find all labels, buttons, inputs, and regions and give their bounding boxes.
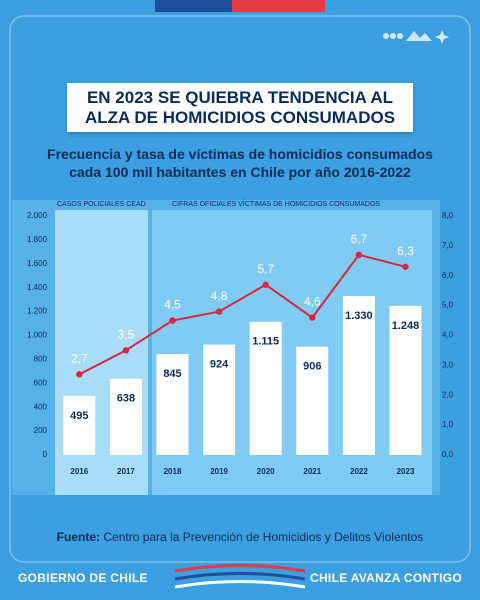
x-tick-label: 2023	[397, 467, 415, 476]
y2-tick-label: 0,0	[442, 450, 454, 459]
bar	[63, 395, 96, 455]
y-tick-label: 0	[43, 450, 48, 459]
x-tick-label: 2016	[70, 467, 88, 476]
line-label: 6,7	[351, 232, 368, 246]
bar	[109, 378, 142, 455]
line-label: 4,6	[304, 295, 321, 309]
footer-right: CHILE AVANZA CONTIGO	[310, 571, 462, 585]
line-point	[215, 308, 223, 315]
footer-logo	[174, 564, 306, 589]
footer-left: GOBIERNO DE CHILE	[18, 571, 148, 585]
bar	[156, 354, 189, 455]
bar-label: 1.115	[252, 336, 279, 348]
x-tick-label: 2017	[117, 467, 135, 476]
y2-tick-label: 3,0	[442, 360, 454, 369]
flag-red	[232, 0, 325, 12]
x-tick-label: 2022	[350, 467, 368, 476]
y-tick-label: 1.000	[27, 331, 48, 340]
flag-blue	[155, 0, 232, 12]
line-label: 2,7	[71, 352, 88, 366]
y2-tick-label: 6,0	[442, 271, 454, 280]
line	[78, 253, 406, 376]
bar-label: 1.248	[392, 320, 420, 332]
line-point	[355, 251, 363, 259]
bar-label: 906	[303, 361, 321, 373]
source-text: Centro para la Prevención de Homicidios …	[103, 530, 424, 544]
line-label: 3,5	[118, 328, 135, 342]
line-label: 4,5	[164, 298, 181, 312]
section-panel	[152, 210, 432, 495]
x-tick-label: 2020	[257, 467, 275, 476]
brand-icon	[383, 30, 449, 44]
chart-title: EN 2023 SE QUIEBRA TENDENCIA AL ALZA DE …	[67, 83, 413, 132]
y-tick-label: 200	[34, 426, 48, 435]
bar-label: 924	[210, 358, 229, 370]
y-tick-label: 2.000	[27, 211, 48, 220]
line-point	[122, 347, 130, 354]
line-point	[169, 317, 176, 324]
line-label: 4,8	[211, 289, 228, 303]
bar	[389, 305, 422, 455]
y2-tick-label: 4,0	[442, 331, 454, 340]
y-tick-label: 1.400	[27, 283, 48, 292]
line-point	[309, 314, 316, 321]
section-label: CASOS POLICIALES CEAD	[57, 201, 146, 208]
line-point	[402, 263, 409, 270]
line-label: 5,7	[257, 262, 274, 276]
y-tick-label: 1.600	[27, 259, 48, 268]
y-tick-label: 400	[34, 402, 48, 411]
section-label: CIFRAS OFICIALES VÍCTIMAS DE HOMICIDIOS …	[172, 199, 380, 208]
bar-label: 845	[163, 368, 181, 380]
bar	[342, 296, 375, 455]
source: Fuente: Centro para la Prevención de Hom…	[0, 530, 480, 544]
bar	[203, 344, 236, 455]
x-tick-label: 2019	[210, 467, 228, 476]
y-tick-label: 1.800	[27, 235, 48, 244]
y-tick-label: 600	[34, 378, 48, 387]
y2-tick-label: 8,0	[442, 211, 454, 220]
chart-subtitle: Frecuencia y tasa de víctimas de homicid…	[47, 146, 433, 180]
bar-label: 1.330	[345, 310, 373, 322]
x-tick-label: 2018	[164, 467, 182, 476]
y2-tick-label: 5,0	[442, 301, 454, 310]
y2-tick-label: 7,0	[442, 241, 454, 250]
frame	[9, 15, 471, 563]
bar	[249, 321, 282, 455]
y-tick-label: 800	[34, 355, 48, 364]
source-label: Fuente:	[56, 530, 101, 544]
y2-tick-label: 1,0	[442, 420, 454, 429]
y2-tick-label: 2,0	[442, 390, 454, 399]
line-point	[262, 281, 269, 288]
x-tick-label: 2021	[303, 467, 321, 476]
bar-label: 638	[117, 393, 135, 405]
line-label: 6,3	[397, 244, 414, 258]
bar	[296, 346, 329, 455]
y-tick-label: 1.200	[27, 307, 48, 316]
line-point	[76, 371, 83, 378]
bar-label: 495	[70, 410, 88, 422]
